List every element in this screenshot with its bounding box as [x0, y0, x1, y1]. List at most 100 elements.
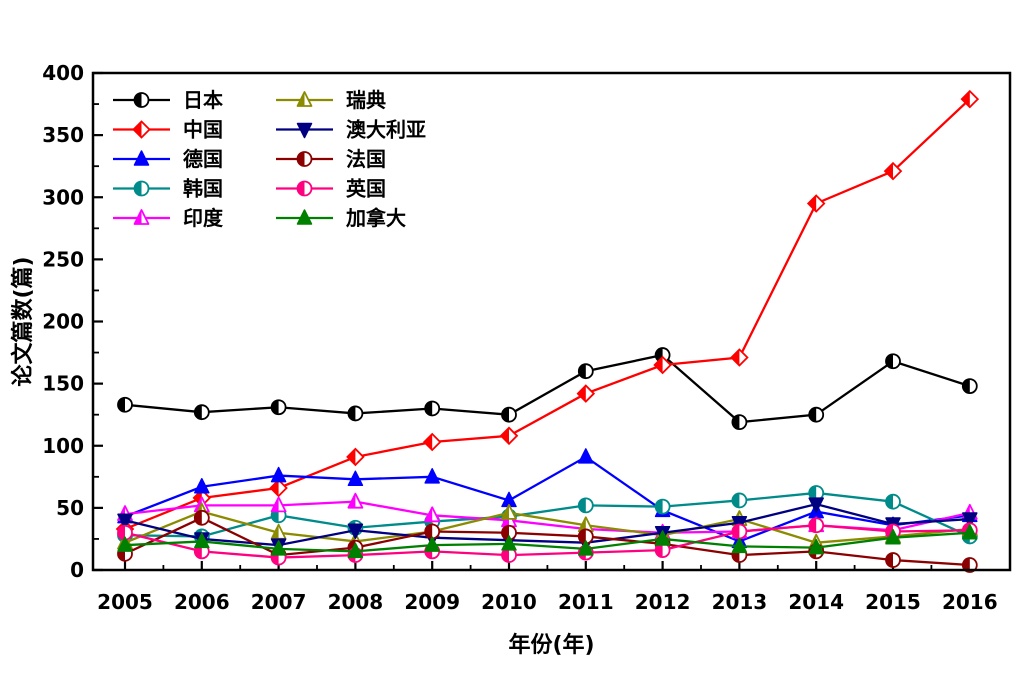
legend-item-south-korea: 韩国 — [113, 177, 223, 201]
legend-marker-india — [133, 209, 150, 225]
legend-label-india: 印度 — [183, 206, 224, 230]
y-tick-label: 50 — [56, 496, 84, 520]
data-point-china-2016 — [960, 89, 980, 109]
x-axis-title: 年份(年) — [508, 632, 594, 658]
data-point-canada-2011 — [578, 540, 594, 556]
legend-marker-canada — [296, 209, 313, 225]
legend-item-australia: 澳大利亚 — [276, 118, 426, 142]
data-point-germany-2008 — [347, 470, 364, 487]
data-point-australia-2014 — [808, 497, 824, 513]
y-tick-label: 400 — [42, 61, 84, 85]
series-germany — [117, 448, 978, 549]
x-tick-label: 2011 — [558, 590, 614, 614]
y-tick-label: 100 — [42, 434, 84, 458]
axes: 0 50 100 150 200 250 300 350 400 2005 2006 2007 2008… — [10, 61, 998, 658]
data-point-china-2008 — [346, 447, 365, 467]
data-point-china-2007 — [269, 478, 288, 498]
data-point-canada-2008 — [347, 542, 364, 559]
legend-marker-uk — [296, 180, 313, 197]
data-point-india-2007 — [270, 496, 287, 513]
data-point-japan-2016 — [961, 378, 978, 395]
data-point-south-korea-2012 — [654, 498, 671, 515]
data-point-france-2006 — [193, 509, 210, 526]
data-point-canada-2006 — [194, 532, 210, 549]
y-tick-label: 250 — [42, 247, 84, 271]
data-point-south-korea-2011 — [577, 497, 594, 514]
legend-label-sweden: 瑞典 — [346, 88, 386, 112]
legend-label-japan: 日本 — [183, 88, 223, 112]
data-point-india-2008 — [347, 492, 364, 509]
data-point-germany-2011 — [578, 448, 594, 464]
series-line-uk — [124, 524, 970, 559]
data-point-germany-2006 — [194, 478, 210, 494]
legend-marker-germany — [133, 150, 150, 166]
data-point-japan-2013 — [731, 414, 748, 431]
legend-item-india: 印度 — [113, 206, 224, 230]
data-point-germany-2009 — [424, 468, 440, 484]
y-tick-label: 200 — [42, 310, 84, 334]
data-point-canada-2016 — [962, 523, 978, 540]
legend-item-france: 法国 — [276, 147, 386, 171]
series-line-australia — [124, 502, 970, 547]
x-tick-label: 2008 — [328, 590, 384, 614]
x-tick-label: 2016 — [942, 590, 998, 614]
legend-label-france: 法国 — [346, 147, 386, 171]
legend-item-china: 中国 — [113, 118, 223, 142]
data-point-canada-2015 — [885, 528, 901, 545]
legend-item-canada: 加拿大 — [276, 206, 406, 230]
series-line-france — [124, 516, 970, 567]
legend-item-sweden: 瑞典 — [276, 88, 386, 112]
data-point-china-2010 — [499, 426, 519, 446]
data-point-japan-2011 — [577, 363, 594, 380]
data-point-china-2012 — [653, 355, 672, 375]
data-point-south-korea-2015 — [885, 493, 901, 510]
series-line-japan — [124, 353, 971, 424]
y-tick-label: 300 — [42, 185, 84, 209]
legend-marker-sweden — [296, 91, 313, 107]
legend-item-germany: 德国 — [113, 147, 223, 171]
series-japan — [117, 347, 978, 431]
plot-frame — [91, 71, 1012, 572]
data-point-france-2009 — [424, 523, 441, 540]
data-point-japan-2009 — [424, 400, 441, 417]
data-point-china-2013 — [730, 348, 749, 367]
data-point-japan-2014 — [808, 406, 825, 423]
legend-label-germany: 德国 — [183, 147, 223, 171]
data-point-canada-2009 — [424, 536, 440, 552]
legend-label-south-korea: 韩国 — [183, 177, 223, 201]
data-point-india-2009 — [424, 506, 441, 523]
data-point-japan-2010 — [501, 406, 517, 423]
series-line-china — [124, 98, 971, 531]
legend-label-canada: 加拿大 — [345, 206, 406, 230]
data-point-japan-2007 — [270, 399, 287, 416]
x-tick-label: 2012 — [635, 590, 691, 614]
data-point-china-2014 — [806, 194, 826, 213]
legend-marker-france — [296, 151, 313, 167]
series-line-canada — [124, 531, 970, 553]
legend-marker-china — [132, 120, 151, 139]
data-point-canada-2013 — [731, 537, 748, 554]
data-point-japan-2005 — [117, 396, 133, 413]
y-tick-label: 150 — [42, 372, 84, 396]
x-tick-label: 2006 — [174, 590, 230, 614]
legend-item-japan: 日本 — [113, 88, 223, 112]
data-point-japan-2008 — [347, 405, 364, 422]
data-point-germany-2007 — [270, 466, 287, 483]
data-point-china-2009 — [422, 432, 442, 452]
y-tick-label: 350 — [42, 123, 84, 147]
x-tick-label: 2005 — [97, 590, 153, 614]
legend-label-uk: 英国 — [346, 177, 386, 201]
data-point-china-2015 — [883, 161, 903, 181]
series-canada — [117, 523, 978, 559]
series-line-germany — [124, 455, 970, 543]
data-point-japan-2006 — [193, 404, 210, 421]
series-line-sweden — [124, 510, 970, 544]
legend-item-uk: 英国 — [276, 177, 386, 201]
legend-label-australia: 澳大利亚 — [346, 118, 426, 142]
data-point-japan-2015 — [885, 353, 901, 370]
data-point-canada-2005 — [117, 536, 133, 552]
data-point-south-korea-2014 — [808, 485, 825, 501]
data-point-australia-2016 — [962, 512, 978, 528]
